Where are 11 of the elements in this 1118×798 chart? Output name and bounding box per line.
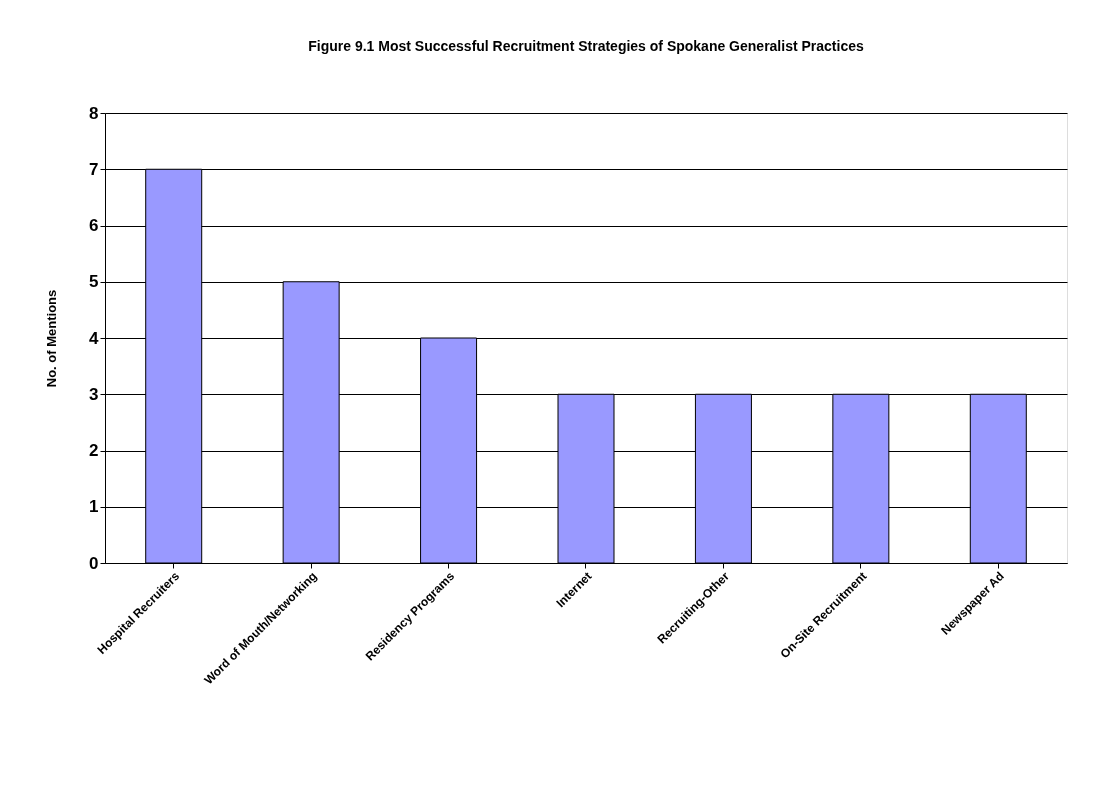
y-tick-label: 2 — [89, 441, 99, 460]
y-axis-title: No. of Mentions — [44, 289, 60, 388]
y-tick-label: 6 — [89, 216, 99, 235]
y-tick-label: 8 — [89, 103, 99, 123]
y-tick-label: 7 — [89, 159, 99, 179]
y-tick-label: 0 — [89, 553, 99, 573]
y-tick-label: 1 — [89, 497, 99, 517]
chart-title: Figure 9.1 Most Successful Recruitment Strategies of Spokane Generalist Practices — [308, 38, 864, 54]
y-tick-label: 3 — [89, 384, 99, 404]
y-tick-label: 4 — [89, 328, 100, 348]
y-tick-label: 5 — [89, 272, 99, 292]
